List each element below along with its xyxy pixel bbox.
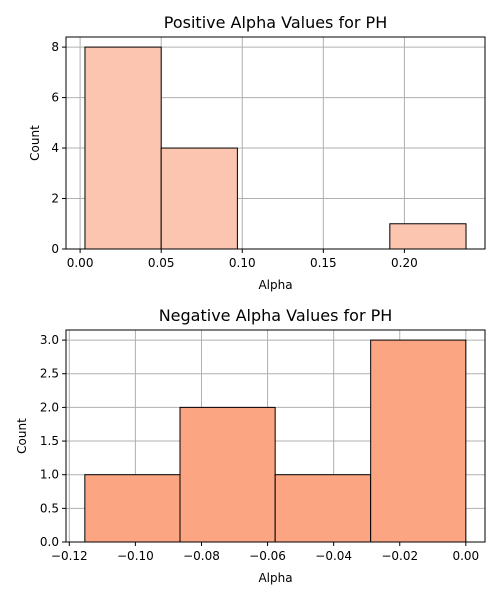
positive-x-axis-label: Alpha [258, 278, 292, 292]
negative-y-tick-label: 2.0 [40, 400, 59, 414]
positive-plot-frame [65, 36, 486, 250]
positive-x-tick-label: 0.20 [391, 256, 418, 270]
positive-y-tick-label: 8 [51, 40, 59, 54]
negative-plot-frame [65, 329, 486, 543]
negative-histogram-bar [370, 339, 467, 543]
negative-histogram-bar [84, 474, 181, 543]
negative-y-tick-label: 3.0 [40, 333, 59, 347]
negative-y-tick-label: 1.0 [40, 468, 59, 482]
positive-y-tick-label: 4 [51, 141, 59, 155]
negative-x-ticks: −0.12 −0.10 −0.08 −0.06 −0.04 −0.02 0.00 [51, 542, 479, 563]
positive-y-tick-label: 0 [51, 242, 59, 256]
negative-chart-title: Negative Alpha Values for PH [159, 306, 393, 325]
positive-chart-title: Positive Alpha Values for PH [164, 13, 387, 32]
negative-y-ticks: 0.0 0.5 1.0 1.5 2.0 2.5 3.0 [40, 333, 66, 549]
positive-y-axis-label: Count [28, 125, 42, 161]
negative-y-tick-label: 0.0 [40, 535, 59, 549]
negative-histogram-bar [274, 474, 372, 543]
negative-x-tick-label: 0.00 [452, 549, 479, 563]
negative-x-axis-label: Alpha [258, 571, 292, 585]
negative-y-tick-label: 2.5 [40, 367, 59, 381]
positive-x-tick-label: 0.00 [67, 256, 94, 270]
positive-alpha-panel: 0.00 0.05 0.10 0.15 0.20 0 2 4 6 8 Positive Alph… [28, 13, 486, 292]
negative-x-tick-label: −0.10 [117, 549, 154, 563]
positive-histogram-bar [160, 147, 238, 250]
positive-histogram-bar [84, 46, 162, 250]
negative-x-tick-label: −0.06 [249, 549, 286, 563]
positive-x-tick-label: 0.15 [310, 256, 337, 270]
negative-y-tick-label: 1.5 [40, 434, 59, 448]
positive-y-tick-label: 6 [51, 91, 59, 105]
positive-y-tick-label: 2 [51, 192, 59, 206]
negative-x-tick-label: −0.02 [381, 549, 418, 563]
negative-histogram-bar [179, 406, 276, 543]
negative-x-tick-label: −0.04 [315, 549, 352, 563]
positive-x-tick-label: 0.10 [229, 256, 256, 270]
positive-histogram-bar [389, 223, 467, 250]
positive-bars [84, 46, 467, 250]
negative-x-tick-label: −0.08 [183, 549, 220, 563]
negative-alpha-panel: −0.12 −0.10 −0.08 −0.06 −0.04 −0.02 0.00 0.00.… [15, 306, 486, 585]
positive-x-ticks: 0.00 0.05 0.10 0.15 0.20 [67, 249, 418, 270]
negative-y-tick-label: 0.5 [40, 501, 59, 515]
positive-y-ticks: 0 2 4 6 8 [51, 40, 66, 256]
positive-x-tick-label: 0.05 [148, 256, 175, 270]
negative-y-axis-label: Count [15, 418, 29, 454]
negative-x-tick-label: −0.12 [51, 549, 88, 563]
